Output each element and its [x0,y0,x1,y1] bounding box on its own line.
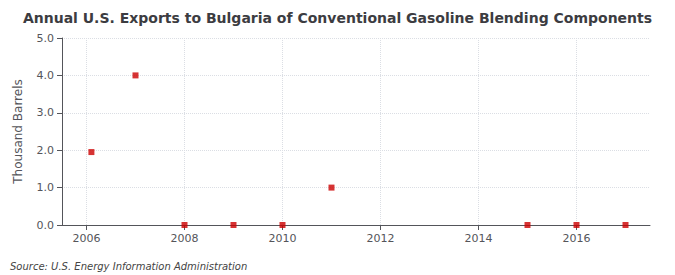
svg-text:2006: 2006 [73,232,101,245]
svg-text:5.0: 5.0 [37,32,55,45]
svg-text:1.0: 1.0 [37,181,55,194]
svg-text:Source: U.S. Energy Informatio: Source: U.S. Energy Information Administ… [10,261,247,272]
svg-text:Annual U.S. Exports to Bulgari: Annual U.S. Exports to Bulgaria of Conve… [23,10,652,26]
svg-text:2010: 2010 [269,232,297,245]
svg-text:2014: 2014 [465,232,493,245]
svg-text:2016: 2016 [563,232,591,245]
svg-text:2012: 2012 [367,232,395,245]
svg-text:Thousand Barrels: Thousand Barrels [11,79,25,184]
svg-text:0.0: 0.0 [37,219,55,232]
svg-text:3.0: 3.0 [37,106,55,119]
svg-text:4.0: 4.0 [37,69,55,82]
svg-text:2.0: 2.0 [37,144,55,157]
svg-text:2008: 2008 [171,232,199,245]
